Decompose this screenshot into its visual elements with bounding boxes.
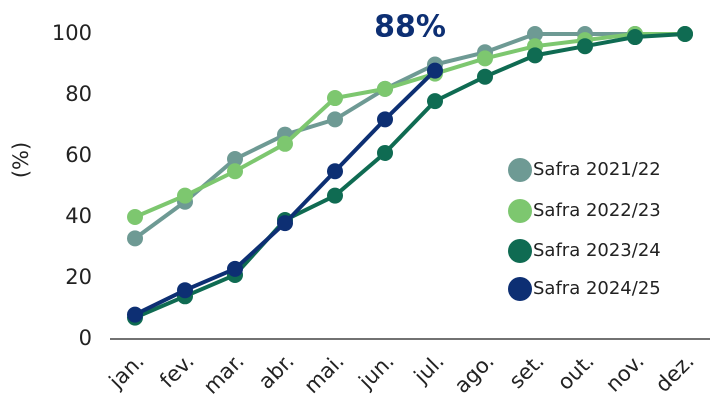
legend-swatch <box>508 158 532 182</box>
data-point <box>327 111 343 128</box>
x-tick-label: jul. <box>409 349 449 389</box>
data-point <box>327 163 343 180</box>
data-point <box>177 187 193 204</box>
x-tick-label: jun. <box>353 349 398 394</box>
x-tick-label: nov. <box>601 349 649 397</box>
data-point <box>227 151 243 168</box>
data-point <box>477 68 493 85</box>
x-tick-label: dez. <box>651 349 699 397</box>
annotation: 88% <box>374 10 446 45</box>
series-line <box>134 32 686 320</box>
data-point <box>227 163 243 180</box>
data-point <box>127 209 143 225</box>
data-point <box>577 38 593 55</box>
data-point <box>127 306 143 323</box>
x-tick-label: set. <box>504 349 548 393</box>
data-point <box>527 47 543 64</box>
x-tick-label: abr. <box>254 349 299 394</box>
x-tick-label: fev. <box>155 349 199 393</box>
x-tick-label: mar. <box>199 349 249 399</box>
y-tick-label: 40 <box>65 204 92 228</box>
data-point <box>477 50 493 67</box>
y-tick-label: 100 <box>52 21 92 45</box>
data-point <box>677 26 693 42</box>
data-point <box>377 144 393 161</box>
y-tick-label: 20 <box>65 265 92 289</box>
data-point <box>277 215 293 232</box>
x-tick-label: out. <box>553 349 599 395</box>
y-axis-label: (%) <box>9 142 33 178</box>
y-tick-label: 80 <box>65 82 92 106</box>
y-tick-label: 60 <box>65 143 92 167</box>
legend-label: Safra 2021/22 <box>533 159 661 180</box>
data-point <box>277 135 293 152</box>
legend-swatch <box>508 277 532 301</box>
data-point <box>227 260 243 277</box>
data-point <box>377 80 393 97</box>
data-point <box>327 187 343 204</box>
x-tick-label: ago. <box>450 349 499 398</box>
legend-swatch <box>508 239 532 263</box>
data-point <box>377 111 393 128</box>
legend-swatch <box>508 199 532 223</box>
legend-label: Safra 2024/25 <box>533 278 661 299</box>
x-tick-label: mai. <box>299 349 348 398</box>
series-line <box>133 32 685 240</box>
legend-label: Safra 2023/24 <box>533 240 661 261</box>
series-line <box>134 32 685 219</box>
data-point <box>627 29 643 46</box>
data-point <box>527 26 543 42</box>
y-tick-label: 0 <box>79 326 92 350</box>
data-point <box>127 230 143 247</box>
data-point <box>427 62 443 79</box>
legend-label: Safra 2022/23 <box>533 200 661 221</box>
data-point <box>427 93 443 110</box>
data-point <box>327 90 343 107</box>
data-point <box>177 282 193 299</box>
x-tick-label: jan. <box>104 349 149 394</box>
